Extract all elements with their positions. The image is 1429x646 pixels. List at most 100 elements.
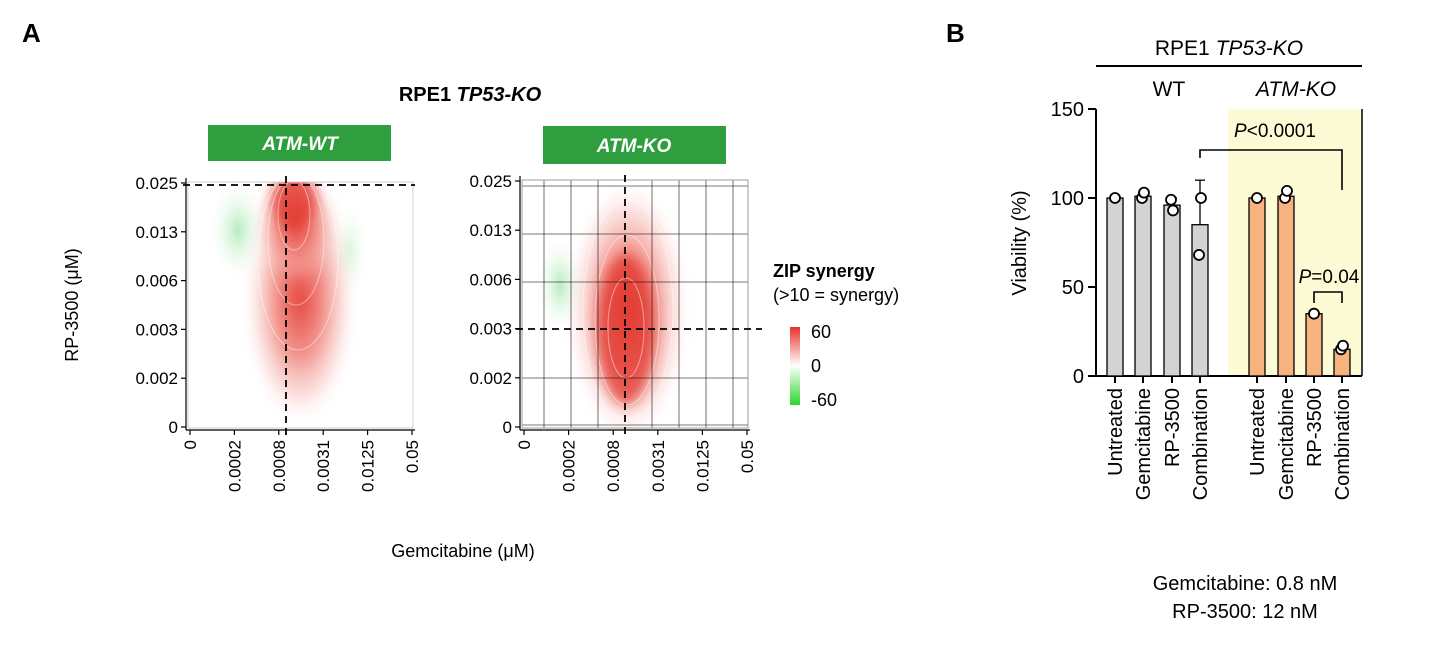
panel-a-title-italic: TP53-KO — [457, 84, 542, 106]
x-tick-label: Gemcitabine — [1133, 388, 1155, 500]
panel-a-title-plain: RPE1 — [399, 84, 457, 106]
y-tick-label: 0 — [503, 418, 512, 437]
x-tick-label: 0 — [515, 440, 534, 449]
x-tick-label: 0.0125 — [693, 440, 712, 492]
x-tick-label: 0.0125 — [359, 440, 378, 492]
x-tick-label: 0.05 — [403, 440, 422, 473]
bar-axes: 0 50 100 150 Untreated Gemcitabine RP-3500 Comb… — [1051, 99, 1363, 500]
y-tick-label: 0.002 — [135, 369, 178, 388]
x-tick-label: Combination — [1190, 388, 1212, 500]
y-tick-label: 0.013 — [469, 221, 512, 240]
note-gemcitabine: Gemcitabine: 0.8 nM — [1153, 573, 1338, 595]
data-point — [1193, 249, 1205, 261]
colorbar-tick-low: -60 — [811, 390, 837, 410]
pvalue-1-text: <0.0001 — [1247, 121, 1316, 142]
synergy-peak — [598, 255, 654, 405]
group-label-atm-ko: ATM-KO — [1254, 78, 1336, 101]
heatmap-axes: 0 0.0002 0.0008 0.0031 0.0125 0.05 0 0.002 0.003… — [469, 172, 757, 492]
y-tick-label: 0.013 — [135, 223, 178, 242]
bar-chart-header-italic: TP53-KO — [1216, 37, 1304, 60]
contour-line — [267, 182, 325, 306]
x-axis-label-gemcitabine: Gemcitabine (μM) — [391, 541, 534, 561]
heatmap-surface — [522, 180, 748, 428]
pvalue-2-text: =0.04 — [1311, 267, 1360, 288]
heatmap-title-atm-wt: ATM-WT — [261, 134, 339, 155]
heatmap-frame — [521, 179, 749, 429]
bar-marks — [1106, 179, 1351, 377]
pvalue-annotation-2: P=0.04 — [1299, 267, 1360, 288]
significance-bracket-1 — [1199, 149, 1343, 190]
heatmap-cell-grid — [522, 180, 748, 428]
group-label-wt: WT — [1153, 78, 1186, 101]
x-axis-label-unit: μ — [503, 541, 513, 561]
pvalue-1-italic: P — [1234, 121, 1247, 142]
bar — [1134, 195, 1152, 377]
x-tick-label: Combination — [1332, 388, 1354, 500]
bar — [1191, 224, 1209, 377]
y-tick-label: 0.006 — [135, 272, 178, 291]
data-point — [1337, 339, 1349, 352]
data-point — [1165, 193, 1177, 206]
bar — [1277, 195, 1295, 377]
panel-a-label: A — [22, 18, 41, 48]
colorbar-title: ZIP synergy — [773, 261, 875, 281]
bar — [1106, 197, 1124, 377]
bar — [1248, 197, 1266, 377]
y-tick-label: 0.025 — [469, 172, 512, 191]
heatmap-frame — [187, 181, 414, 429]
significance-bracket-2 — [1313, 291, 1343, 303]
y-tick-label: 100 — [1051, 188, 1084, 210]
heatmap-atm-wt: ATM-WT 0 0.0002 0.0008 0.0031 0.0125 0.05 0 0.0… — [135, 125, 422, 492]
x-tick-label: Untreated — [1247, 388, 1269, 476]
x-axis-label-text-end: M) — [514, 541, 535, 561]
synergy-peak — [272, 182, 316, 228]
bar-chart-header-plain: RPE1 — [1155, 37, 1216, 60]
data-point — [1308, 307, 1320, 320]
heatmap-axes: 0 0.0002 0.0008 0.0031 0.0125 0.05 0 0.002 0.003… — [135, 174, 422, 492]
y-tick-label: 50 — [1062, 277, 1084, 299]
heatmap-header-atm-wt — [208, 125, 391, 161]
pvalue-2-italic: P — [1299, 267, 1312, 288]
colorbar-subtitle: (>10 = synergy) — [773, 285, 899, 305]
x-tick-label: Gemcitabine — [1276, 388, 1298, 500]
panel-b-label: B — [946, 18, 965, 48]
x-tick-label: 0.0031 — [314, 440, 333, 492]
y-axis-label-unit: μ — [62, 269, 82, 279]
heatmap-surface — [208, 182, 370, 425]
data-point — [1281, 184, 1293, 197]
x-tick-label: 0.0008 — [604, 440, 623, 492]
colorbar-tick-zero: 0 — [811, 356, 821, 376]
data-point — [1195, 192, 1207, 204]
note-rp3500: RP-3500: 12 nM — [1172, 601, 1318, 623]
x-tick-label: RP-3500 — [1162, 388, 1184, 467]
y-axis-label-text-end: M) — [62, 248, 82, 269]
y-tick-label: 0.003 — [469, 320, 512, 339]
x-tick-label: 0 — [181, 440, 200, 449]
y-tick-label: 150 — [1051, 99, 1084, 121]
x-tick-label: Untreated — [1105, 388, 1127, 476]
x-axis-label-text: Gemcitabine ( — [391, 541, 503, 561]
bar-chart-header: RPE1 TP53-KO — [1155, 37, 1303, 60]
y-axis-label-viability: Viability (%) — [1009, 190, 1031, 295]
contour-line — [257, 182, 339, 351]
y-axis-label-rp3500: RP-3500 (μM) — [62, 248, 82, 361]
data-point — [1167, 204, 1179, 217]
atm-ko-highlight-band — [1228, 109, 1362, 376]
y-tick-label: 0.006 — [469, 270, 512, 289]
y-tick-label: 0.025 — [135, 174, 178, 193]
y-tick-label: 0 — [1073, 366, 1084, 388]
data-point — [1138, 186, 1150, 199]
x-tick-label: 0.0031 — [649, 440, 668, 492]
contour-line — [582, 199, 674, 421]
y-tick-label: 0 — [169, 418, 178, 437]
colorbar-tick-high: 60 — [811, 322, 831, 342]
x-tick-label: 0.05 — [738, 440, 757, 473]
bar — [1163, 204, 1181, 377]
contour-line — [594, 234, 660, 406]
contour-line — [277, 182, 311, 251]
heatmap-title-atm-ko: ATM-KO — [596, 136, 672, 157]
colorbar-gradient — [790, 327, 800, 405]
panel-a-title: RPE1 TP53-KO — [399, 84, 542, 106]
x-tick-label: 0.0002 — [560, 440, 579, 492]
